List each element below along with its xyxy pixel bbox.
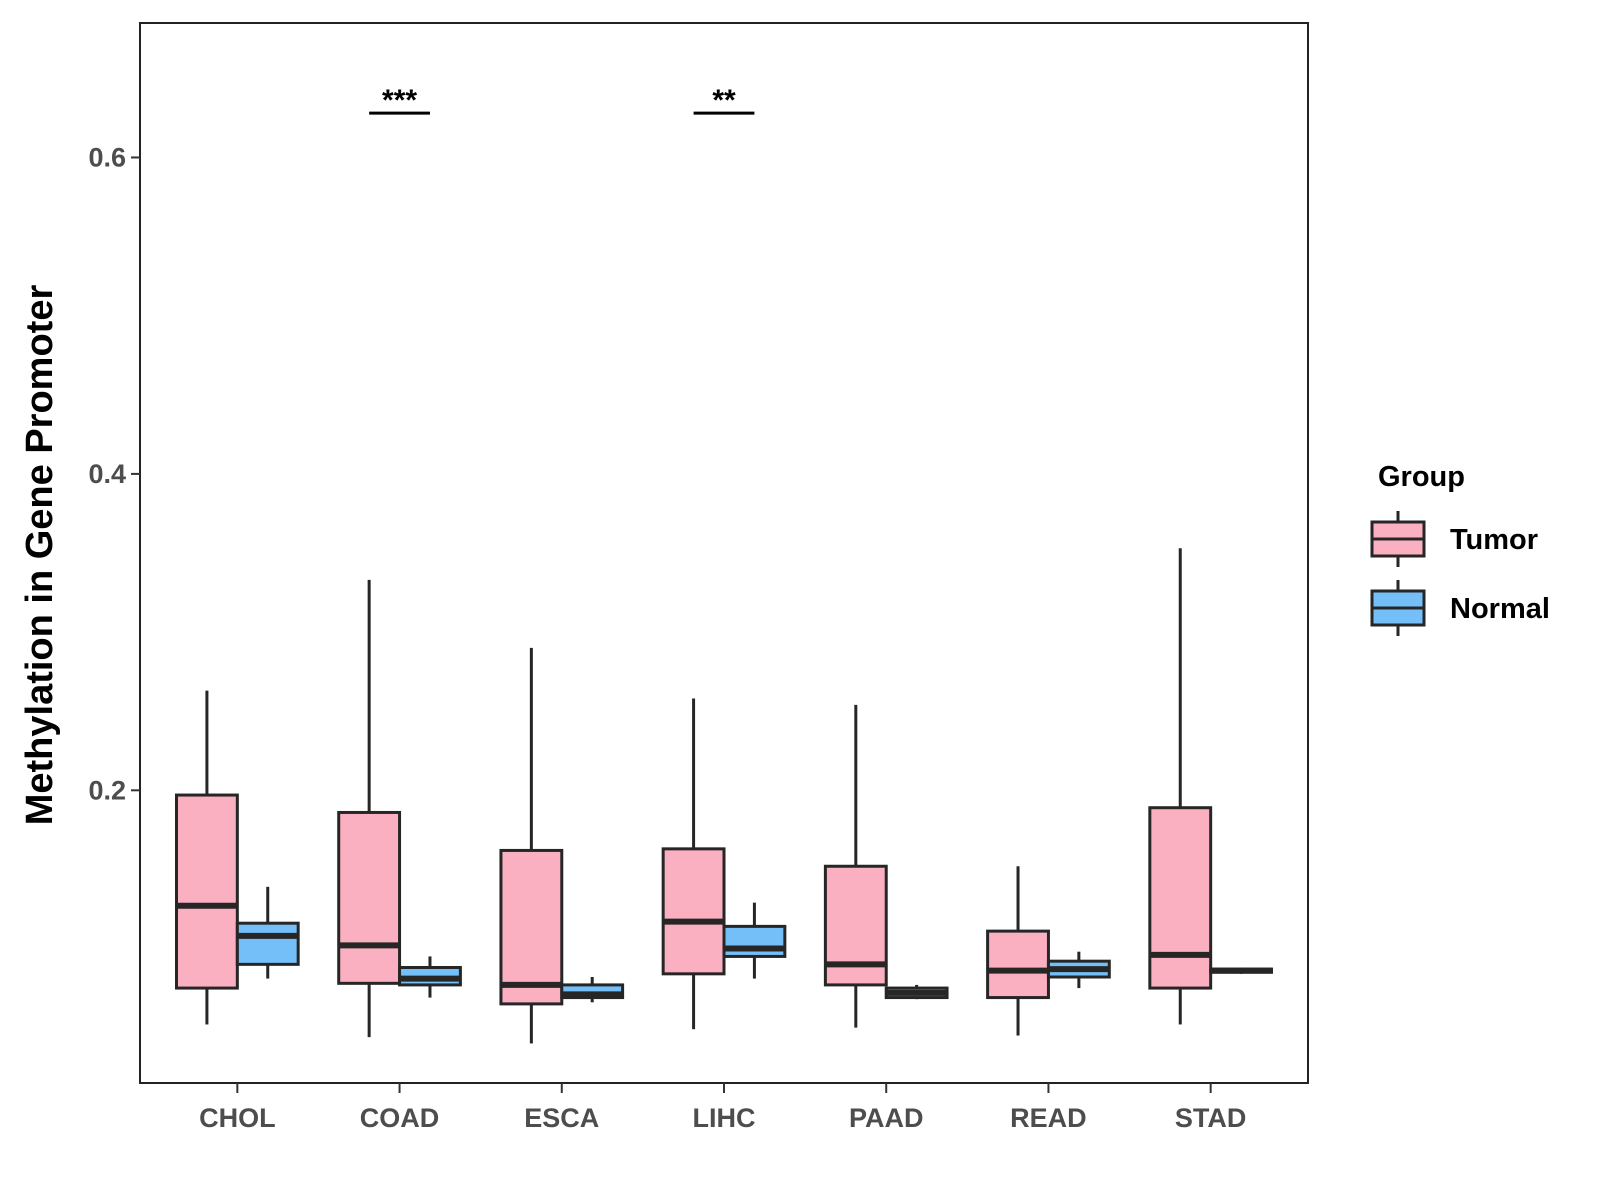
box-tumor-coad <box>337 579 402 1038</box>
legend: Group Tumor Normal <box>1370 461 1550 636</box>
box-normal-esca <box>560 977 625 1003</box>
y-tick-label: 0.4 <box>88 459 126 489</box>
box-iqr <box>235 921 300 966</box>
box-iqr <box>1148 806 1213 990</box>
x-tick-label: LIHC <box>693 1103 756 1133</box>
y-axis: 0.2 0.4 0.6 <box>88 142 140 805</box>
box-normal-coad <box>398 956 462 998</box>
box-tumor-stad <box>1148 548 1213 1025</box>
box-iqr <box>722 924 787 958</box>
x-axis: CHOL COAD ESCA LIHC PAAD READ STAD <box>199 1083 1246 1133</box>
significance-layer: *** ** <box>369 84 755 117</box>
x-tick-label: CHOL <box>199 1103 276 1133</box>
legend-label: Normal <box>1450 593 1550 625</box>
x-tick-label: STAD <box>1175 1103 1247 1133</box>
y-axis-title: Methylation in Gene Promoter <box>19 285 61 826</box>
x-tick-label: PAAD <box>849 1103 924 1133</box>
legend-item-tumor: Tumor <box>1370 511 1538 567</box>
box-tumor-lihc <box>661 698 726 1030</box>
box-tumor-read <box>986 866 1050 1036</box>
box-iqr <box>499 848 564 1006</box>
box-tumor-paad <box>823 704 888 1028</box>
box-normal-chol <box>235 886 300 979</box>
box-normal-read <box>1046 951 1111 989</box>
box-tumor-chol <box>175 690 239 1025</box>
box-iqr <box>175 793 239 990</box>
x-tick-label: READ <box>1010 1103 1087 1133</box>
significance-label: *** <box>382 84 417 117</box>
y-tick-label: 0.6 <box>88 142 126 172</box>
box-iqr <box>986 929 1050 1000</box>
legend-label: Tumor <box>1450 524 1538 556</box>
box-tumor-esca <box>499 647 564 1044</box>
x-tick-label: COAD <box>360 1103 440 1133</box>
significance-label: ** <box>712 84 736 117</box>
boxes-layer <box>175 548 1273 1044</box>
box-normal-lihc <box>722 902 787 979</box>
legend-title: Group <box>1378 461 1465 493</box>
x-tick-label: ESCA <box>524 1103 599 1133</box>
y-tick-label: 0.2 <box>88 775 126 805</box>
box-normal-stad <box>1209 967 1273 974</box>
legend-item-normal: Normal <box>1370 580 1550 636</box>
box-iqr <box>661 847 726 976</box>
box-normal-paad <box>884 984 949 1000</box>
box-iqr <box>337 810 402 985</box>
